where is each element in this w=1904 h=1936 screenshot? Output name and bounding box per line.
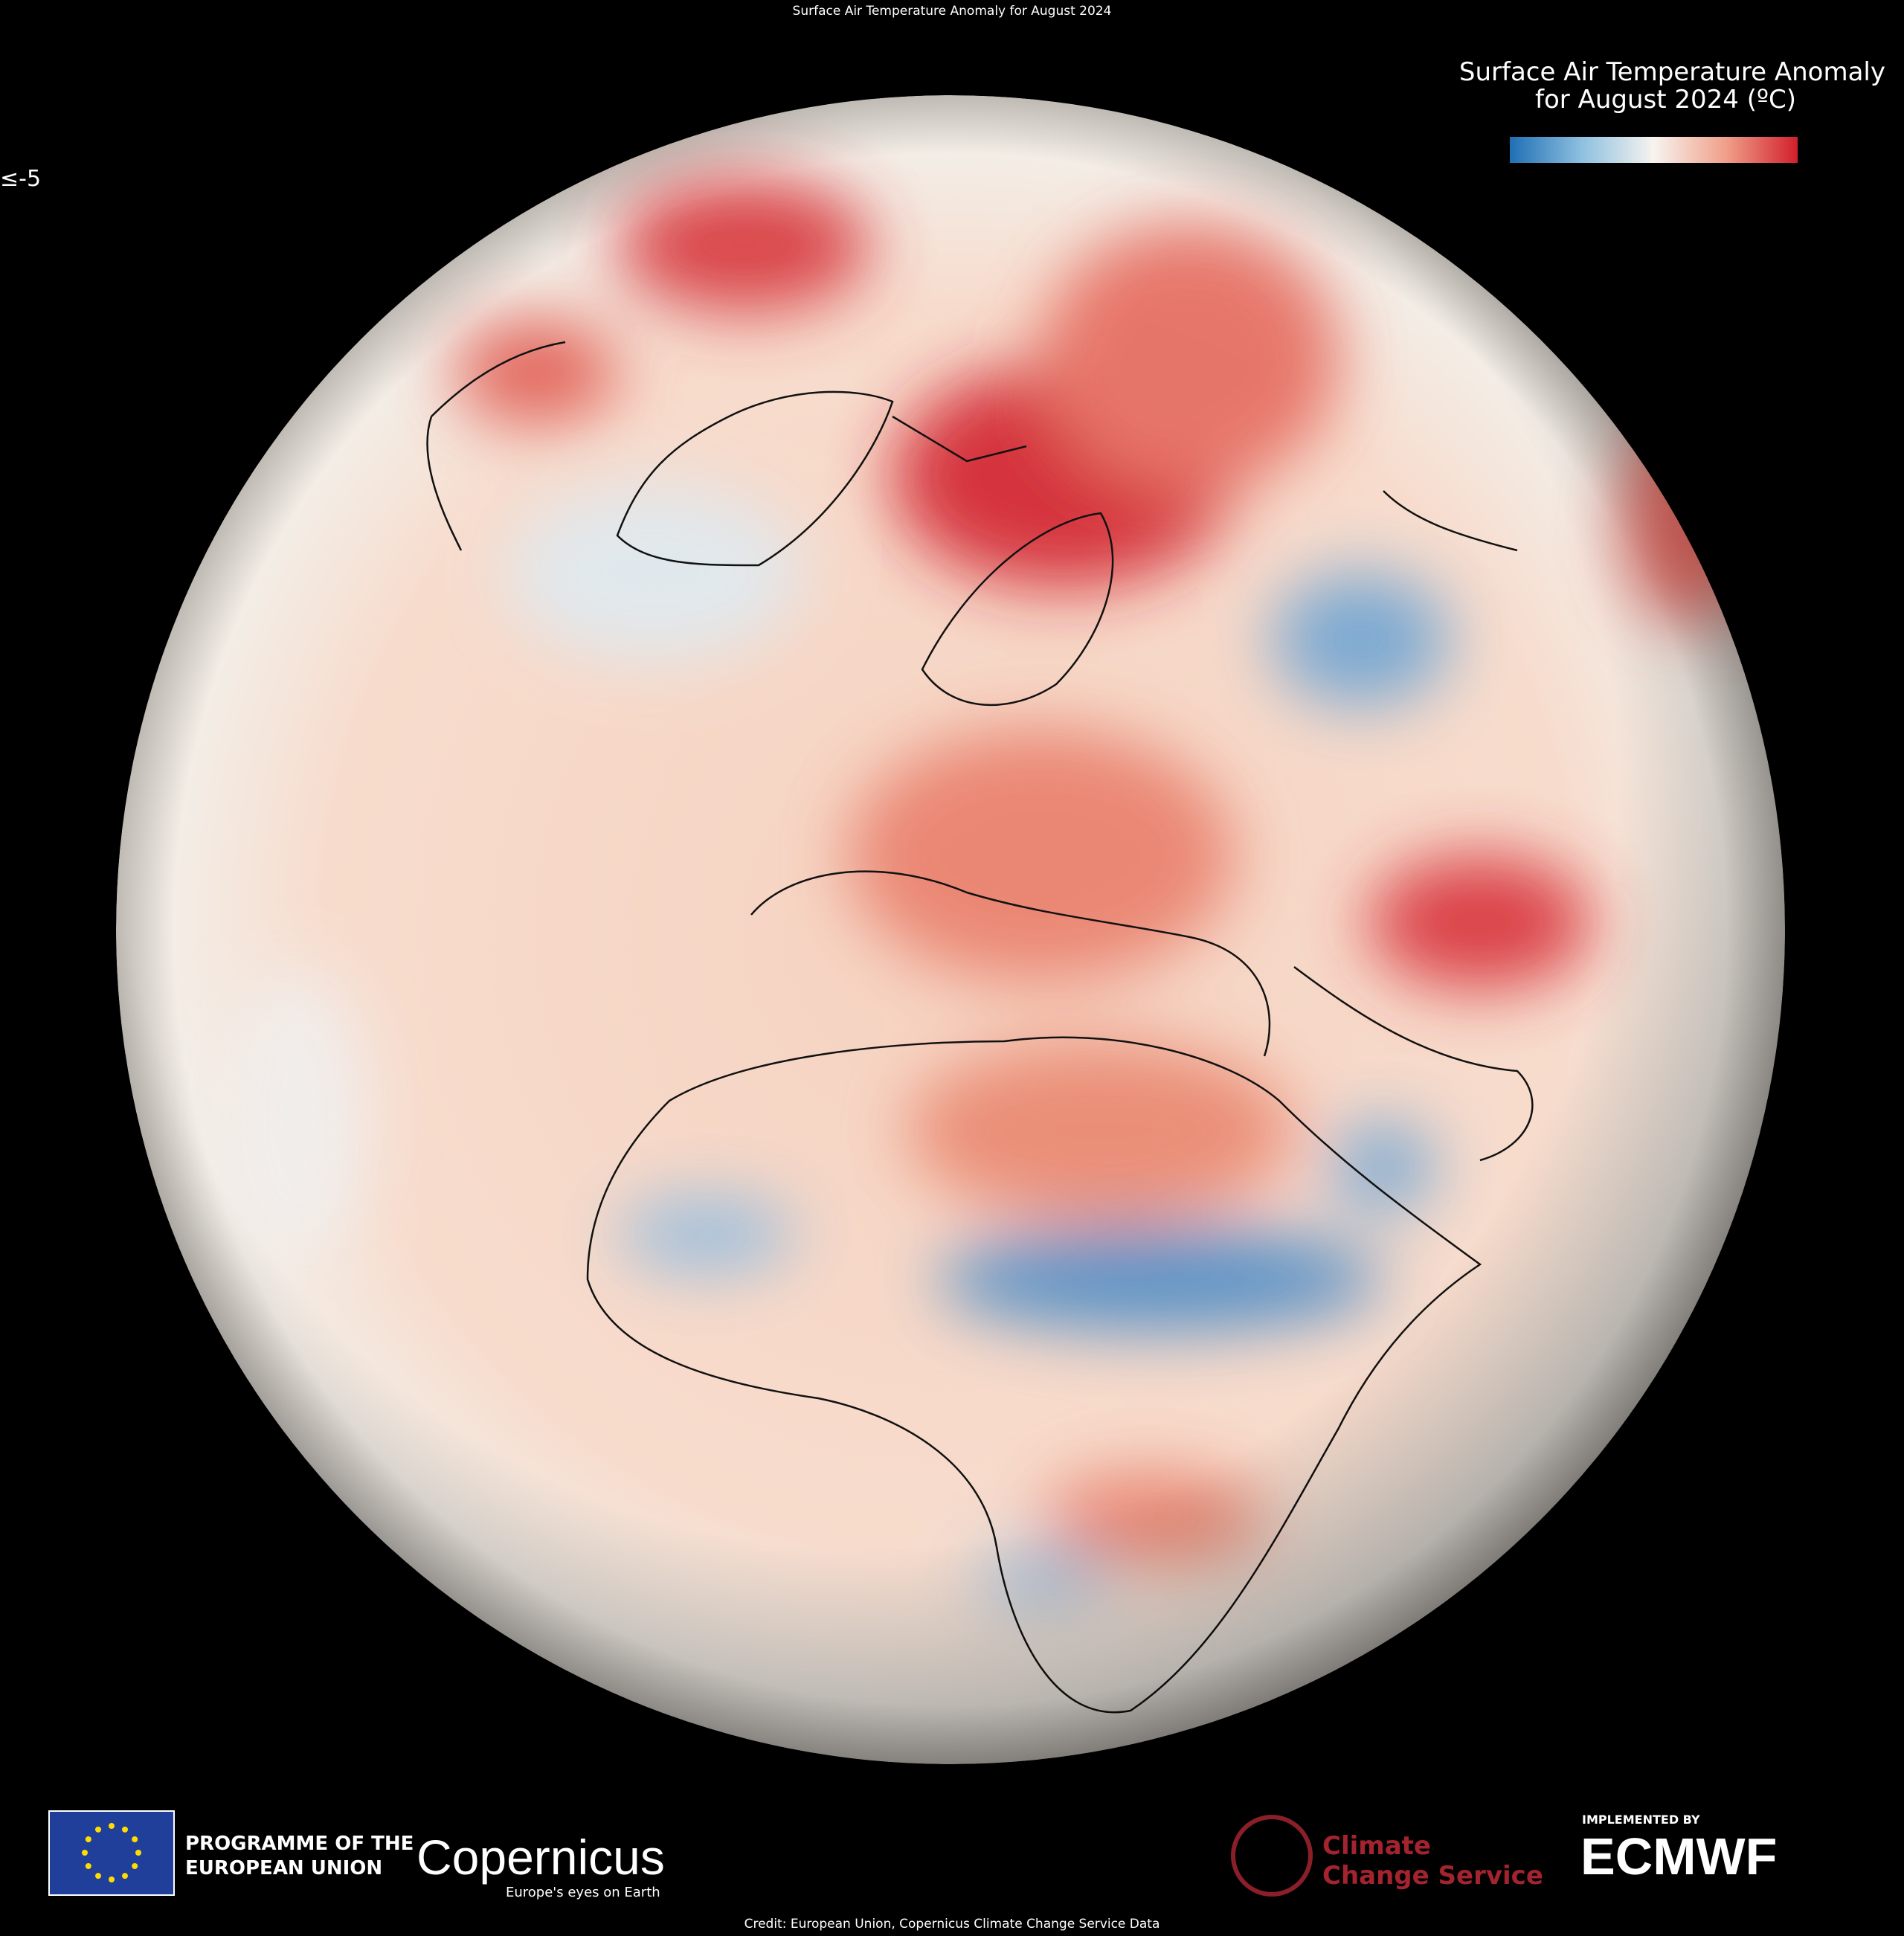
globe: [116, 95, 1785, 1764]
eu-stars: [82, 1823, 141, 1882]
footer: PROGRAMME OF THE EUROPEAN UNION Copernic…: [48, 1810, 1777, 1932]
eu-text: PROGRAMME OF THE: [185, 1833, 414, 1855]
star: [85, 1836, 91, 1842]
star: [122, 1873, 128, 1879]
star: [109, 1823, 115, 1829]
colorbar: [1510, 137, 1798, 163]
colorbar-label: ≤-5: [0, 166, 41, 192]
legend: Surface Air Temperature Anomaly for Augu…: [1459, 57, 1885, 163]
copernicus-tagline: Europe's eyes on Earth: [506, 1885, 660, 1900]
star: [82, 1850, 88, 1856]
page-title: Surface Air Temperature Anomaly for Augu…: [793, 4, 1112, 19]
ecmwf-logo: ECMWF: [1580, 1827, 1777, 1885]
star: [95, 1873, 101, 1879]
c3s-icon: [1231, 1815, 1313, 1897]
copernicus-logo: Copernicus: [416, 1830, 665, 1885]
legend-title: Surface Air Temperature Anomaly: [1459, 57, 1885, 87]
legend-title: for August 2024 (ºC): [1535, 85, 1796, 115]
eu-text: EUROPEAN UNION: [185, 1857, 382, 1879]
star: [122, 1826, 128, 1833]
star: [132, 1836, 138, 1842]
star: [85, 1863, 91, 1869]
star: [132, 1863, 138, 1869]
implemented-by: IMPLEMENTED BY: [1582, 1813, 1700, 1827]
star: [109, 1876, 115, 1882]
star: [135, 1850, 141, 1856]
c3s-text: Change Service: [1322, 1861, 1543, 1891]
star: [95, 1826, 101, 1833]
c3s-text: Climate: [1322, 1831, 1431, 1861]
credit: Credit: European Union, Copernicus Clima…: [744, 1917, 1160, 1932]
